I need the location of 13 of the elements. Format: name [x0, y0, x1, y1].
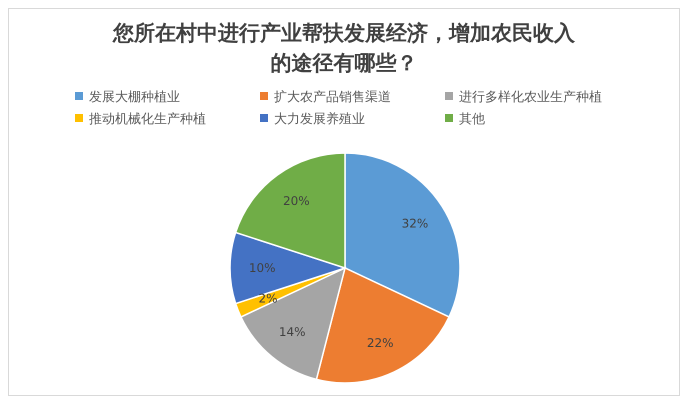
legend-label: 扩大农产品销售渠道: [274, 90, 391, 105]
legend-label: 其他: [459, 112, 485, 127]
legend-label: 发展大棚种植业: [89, 90, 180, 105]
data-label: 2%: [258, 291, 278, 306]
data-label: 10%: [248, 261, 276, 275]
data-label: 14%: [278, 324, 306, 339]
legend-label: 进行多样化农业生产种植: [459, 90, 602, 105]
data-label: 32%: [402, 216, 428, 231]
data-label: 22%: [366, 336, 394, 350]
legend-label: 推动机械化生产种植: [89, 112, 206, 127]
chart-title: 您所在村中进行产业帮扶发展经济，增加农民收入的途径有哪些？: [112, 21, 576, 75]
legend-label: 大力发展养殖业: [274, 111, 365, 127]
data-label: 20%: [282, 194, 310, 208]
